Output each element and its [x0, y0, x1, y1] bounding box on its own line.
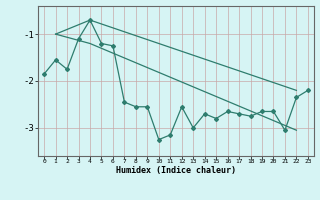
X-axis label: Humidex (Indice chaleur): Humidex (Indice chaleur) [116, 166, 236, 175]
